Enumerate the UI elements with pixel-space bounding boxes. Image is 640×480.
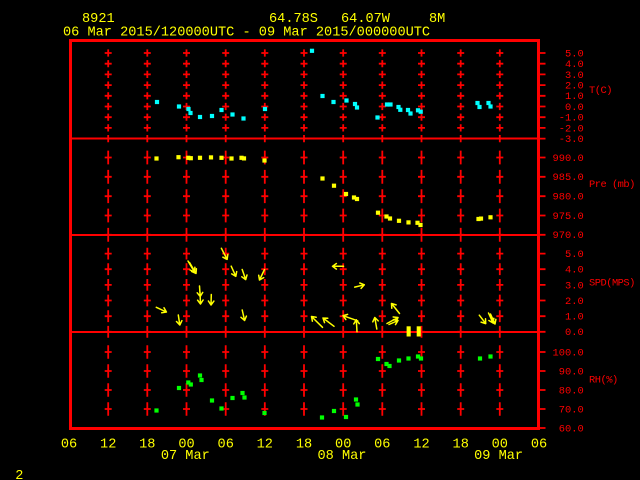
svg-text:12: 12	[100, 438, 116, 453]
svg-text:06: 06	[218, 438, 234, 453]
svg-text:3.0: 3.0	[565, 70, 584, 82]
svg-text:08 Mar: 08 Mar	[318, 449, 367, 464]
svg-text:8M: 8M	[429, 12, 445, 27]
svg-text:-1.0: -1.0	[559, 113, 584, 125]
svg-text:0.0: 0.0	[565, 327, 584, 339]
svg-text:18: 18	[296, 438, 312, 453]
svg-text:64.07W: 64.07W	[341, 12, 391, 27]
svg-text:0.0: 0.0	[565, 102, 584, 114]
svg-text:06: 06	[374, 438, 390, 453]
svg-text:SPD(MPS): SPD(MPS)	[589, 277, 635, 289]
svg-text:3.0: 3.0	[565, 280, 584, 292]
svg-text:12: 12	[257, 438, 273, 453]
svg-text:70.0: 70.0	[559, 404, 584, 416]
svg-text:64.78S: 64.78S	[269, 12, 318, 27]
svg-text:T(C): T(C)	[589, 85, 612, 97]
svg-text:970.0: 970.0	[553, 230, 584, 242]
svg-text:100.0: 100.0	[553, 347, 584, 359]
svg-text:1.0: 1.0	[565, 312, 584, 324]
svg-text:975.0: 975.0	[553, 211, 584, 223]
svg-text:00: 00	[335, 438, 351, 453]
svg-text:980.0: 980.0	[553, 192, 584, 204]
svg-text:18: 18	[453, 438, 469, 453]
svg-text:06: 06	[531, 438, 547, 453]
svg-text:80.0: 80.0	[559, 385, 584, 397]
svg-text:4.0: 4.0	[565, 265, 584, 277]
svg-text:5.0: 5.0	[565, 249, 584, 261]
svg-text:18: 18	[139, 438, 155, 453]
svg-text:990.0: 990.0	[553, 153, 584, 165]
svg-text:-2.0: -2.0	[559, 123, 584, 135]
svg-text:Pre (mb): Pre (mb)	[589, 179, 635, 191]
svg-text:4.0: 4.0	[565, 59, 584, 71]
svg-text:90.0: 90.0	[559, 366, 584, 378]
svg-text:985.0: 985.0	[553, 172, 584, 184]
svg-text:8921: 8921	[82, 12, 115, 27]
svg-text:2: 2	[15, 469, 23, 480]
svg-text:RH(%): RH(%)	[589, 375, 618, 387]
svg-text:00: 00	[492, 438, 508, 453]
svg-text:2.0: 2.0	[565, 81, 584, 93]
svg-text:12: 12	[413, 438, 429, 453]
svg-text:07 Mar: 07 Mar	[161, 449, 210, 464]
svg-text:5.0: 5.0	[565, 48, 584, 60]
svg-text:06 Mar 2015/120000UTC - 09 Mar: 06 Mar 2015/120000UTC - 09 Mar 2015/0000…	[63, 25, 430, 40]
svg-text:1.0: 1.0	[565, 91, 584, 103]
svg-text:06: 06	[61, 438, 77, 453]
svg-text:-3.0: -3.0	[559, 134, 584, 146]
svg-text:00: 00	[178, 438, 194, 453]
svg-text:09 Mar: 09 Mar	[474, 449, 523, 464]
svg-text:2.0: 2.0	[565, 296, 584, 308]
svg-text:60.0: 60.0	[559, 423, 584, 435]
